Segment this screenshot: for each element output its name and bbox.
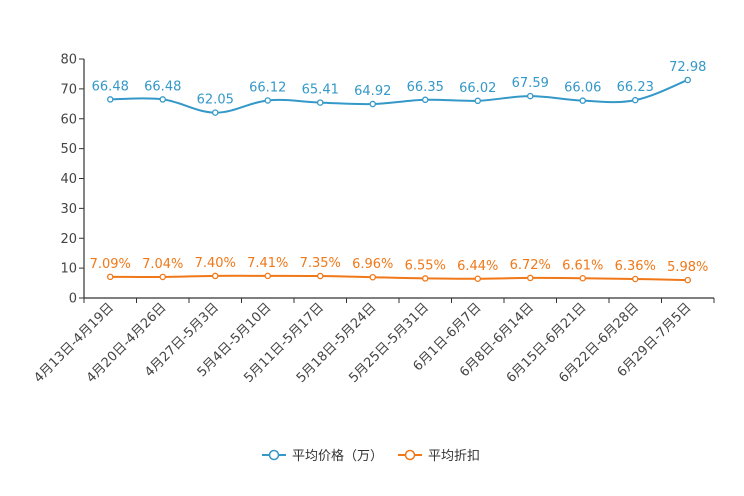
data-label-discount: 6.72% <box>510 258 551 273</box>
data-point-discount <box>107 273 114 281</box>
data-label-price: 66.06 <box>564 81 601 96</box>
data-label-discount: 5.98% <box>667 260 708 275</box>
data-point-price <box>211 109 219 116</box>
legend-label-discount: 平均折扣 <box>428 449 480 464</box>
data-point-price <box>421 96 429 104</box>
y-tick-label: 0 <box>69 292 77 307</box>
series-line-discount <box>110 274 688 282</box>
data-label-price: 66.48 <box>92 79 129 94</box>
data-label-discount: 7.41% <box>247 256 288 271</box>
series-layer: 66.48 66.48 62.05 66.12 65.41 64.92 66.35 66.02… <box>90 60 708 284</box>
data-label-price: 72.98 <box>669 60 706 75</box>
data-label-price: 66.48 <box>144 79 181 94</box>
data-label-price: 66.12 <box>249 80 286 95</box>
data-label-price: 62.05 <box>197 93 234 108</box>
data-point-price <box>264 97 271 104</box>
data-point-discount <box>632 275 639 283</box>
data-label-discount: 6.96% <box>352 257 393 272</box>
data-point-discount <box>264 272 271 280</box>
data-point-discount <box>684 276 692 284</box>
y-tick-label: 30 <box>60 202 77 217</box>
data-point-discount <box>421 275 429 282</box>
data-point-price <box>474 97 481 105</box>
data-label-price: 66.02 <box>459 81 496 96</box>
data-label-discount: 7.09% <box>90 257 131 272</box>
y-tick-label: 20 <box>60 232 77 247</box>
y-tick-label: 50 <box>60 142 77 157</box>
data-label-discount: 6.36% <box>615 259 656 274</box>
data-point-price <box>579 97 587 104</box>
data-point-price <box>159 96 166 103</box>
data-point-discount <box>316 272 324 280</box>
legend-marker-discount <box>404 449 416 461</box>
data-label-price: 64.92 <box>354 84 391 99</box>
data-point-price <box>107 96 114 103</box>
legend: 平均价格（万） 平均折扣 <box>262 448 480 464</box>
data-point-discount <box>211 272 219 280</box>
data-label-discount: 6.61% <box>562 258 603 273</box>
data-label-discount: 6.55% <box>405 258 446 273</box>
data-label-discount: 7.04% <box>142 257 183 272</box>
y-tick-label: 10 <box>60 262 77 277</box>
series-line-price <box>110 79 689 114</box>
y-tick-label: 80 <box>60 53 77 68</box>
y-tick-label: 60 <box>60 112 77 127</box>
data-point-price <box>316 99 324 106</box>
data-point-discount <box>159 273 166 281</box>
data-label-price: 67.59 <box>512 76 549 91</box>
data-point-discount <box>527 274 534 282</box>
data-label-discount: 7.35% <box>300 256 341 271</box>
data-label-discount: 7.40% <box>195 256 236 271</box>
legend-label-price: 平均价格（万） <box>292 448 383 464</box>
data-point-price <box>527 92 534 100</box>
data-point-price <box>369 100 376 108</box>
y-tick-label: 40 <box>60 172 77 187</box>
y-tick-label: 70 <box>60 82 77 97</box>
data-point-discount <box>579 275 587 282</box>
data-label-price: 66.23 <box>617 80 654 95</box>
data-label-price: 66.35 <box>407 80 444 95</box>
data-point-discount <box>474 275 481 283</box>
data-label-discount: 6.44% <box>457 259 498 274</box>
data-point-discount <box>369 273 376 281</box>
data-point-price <box>632 96 639 104</box>
data-label-price: 65.41 <box>302 83 339 98</box>
data-point-price <box>684 76 692 84</box>
legend-marker-price <box>268 449 280 461</box>
